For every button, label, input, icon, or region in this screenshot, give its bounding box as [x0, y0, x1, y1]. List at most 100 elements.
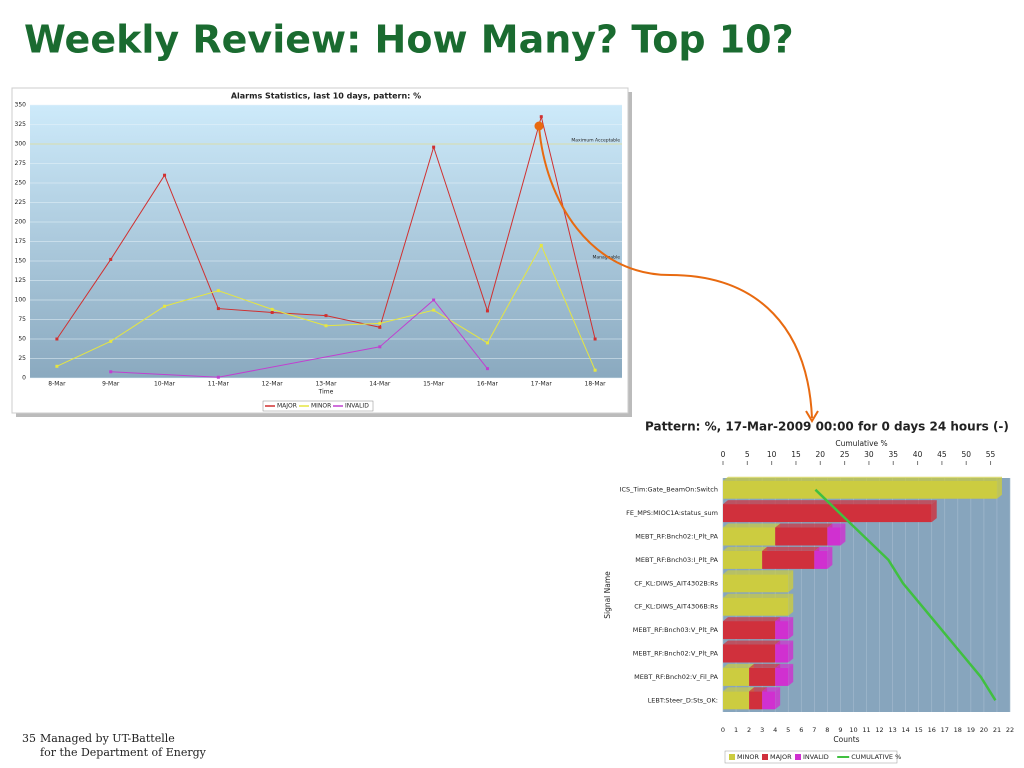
bar-segment: [775, 644, 789, 663]
x2-tick-label: 20: [816, 450, 826, 459]
x-tick-label: 17: [941, 726, 949, 734]
legend-swatch: [729, 754, 735, 760]
chart-title: Pattern: %, 17-Mar-2009 00:00 for 0 days…: [645, 420, 1009, 434]
bar-depth: [723, 570, 794, 575]
point-marker: [163, 173, 167, 177]
x-tick-label: 19: [967, 726, 975, 734]
x-tick-label: 5: [786, 726, 790, 734]
bar-depth: [814, 546, 833, 551]
bar-depth: [723, 476, 1002, 481]
y-tick-label: 275: [15, 160, 27, 167]
x2-tick-label: 40: [913, 450, 923, 459]
y-axis-label: Signal Name: [603, 571, 612, 619]
x2-tick-label: 35: [888, 450, 898, 459]
point-marker: [55, 364, 59, 368]
slide-title: Weekly Review: How Many? Top 10?: [24, 18, 794, 62]
bar-side: [788, 640, 794, 663]
callout-arrow: [538, 125, 813, 419]
point-marker: [539, 243, 543, 247]
y-tick-label: 300: [15, 141, 27, 148]
x2-tick-label: 10: [767, 450, 777, 459]
x-tick-label: 13-Mar: [315, 381, 337, 388]
bar-segment: [762, 691, 776, 710]
legend-label: MINOR: [311, 403, 331, 410]
point-marker: [593, 368, 597, 372]
x2-tick-label: 5: [745, 450, 750, 459]
point-marker: [109, 370, 113, 374]
point-marker: [485, 309, 489, 313]
x-tick-label: 8-Mar: [48, 381, 66, 388]
legend-label: MAJOR: [770, 753, 792, 761]
legend-label: MAJOR: [277, 403, 297, 410]
x-tick-label: 16: [928, 726, 936, 734]
x-tick-label: 10: [849, 726, 857, 734]
x-tick-label: 7: [812, 726, 816, 734]
bar-depth: [775, 617, 794, 622]
bar-depth: [723, 593, 794, 598]
page-number: 35: [22, 732, 36, 745]
bar-depth: [749, 663, 781, 668]
x-tick-label: 10-Mar: [154, 381, 176, 388]
point-marker: [163, 304, 167, 308]
x2-tick-label: 25: [840, 450, 850, 459]
x-tick-label: 1: [734, 726, 738, 734]
x-tick-label: 12-Mar: [262, 381, 284, 388]
legend-swatch: [795, 754, 801, 760]
bar-segment: [723, 644, 776, 663]
bar-side: [788, 663, 794, 686]
bar-depth: [749, 687, 768, 692]
bar-depth: [723, 663, 755, 668]
x-tick-label: 3: [760, 726, 764, 734]
x-axis-label: Counts: [833, 735, 859, 744]
bar-segment: [723, 691, 750, 710]
y-tick-label: CF_KL:DIWS_AIT4302B:Rs: [634, 579, 718, 587]
point-marker: [485, 367, 489, 371]
y-tick-label: 50: [18, 336, 26, 343]
x-tick-label: 6: [799, 726, 803, 734]
point-marker: [216, 289, 220, 293]
y-tick-label: 0: [22, 375, 26, 382]
bar-segment: [723, 597, 789, 616]
point-marker: [216, 307, 220, 311]
point-marker: [216, 375, 220, 379]
bar-segment: [762, 550, 815, 569]
bar-depth: [723, 546, 768, 551]
x-tick-label: 13: [888, 726, 896, 734]
bar-segment: [723, 574, 789, 593]
x-tick-label: 8: [825, 726, 829, 734]
chart-1: Alarms Statistics, last 10 days, pattern…: [15, 92, 622, 412]
y-tick-label: 225: [15, 199, 27, 206]
point-marker: [324, 324, 328, 328]
x-tick-label: 9-Mar: [102, 381, 120, 388]
point-marker: [432, 308, 436, 312]
bar-depth: [827, 523, 846, 528]
y-tick-label: 100: [15, 297, 27, 304]
x2-tick-label: 30: [864, 450, 874, 459]
y-tick-label: 250: [15, 180, 27, 187]
bar-segment: [775, 527, 828, 546]
point-marker: [109, 339, 113, 343]
y-tick-label: 25: [18, 355, 26, 362]
bar-side: [788, 593, 794, 616]
bar-segment: [723, 621, 776, 640]
y-tick-label: MEBT_RF:Bnch02:V_Fil_PA: [634, 673, 718, 681]
x-tick-label: 12: [875, 726, 883, 734]
bar-side: [775, 687, 781, 710]
x-tick-label: 14: [901, 726, 909, 734]
cumulative-line: [814, 488, 997, 701]
legend-label: MINOR: [737, 753, 760, 761]
legend-label: CUMULATIVE %: [851, 753, 901, 761]
bar-segment: [723, 480, 997, 499]
x-tick-label: 17-Mar: [531, 381, 553, 388]
chart-2: Pattern: %, 17-Mar-2009 00:00 for 0 days…: [603, 420, 1014, 764]
y-tick-label: CF_KL:DIWS_AIT4306B:Rs: [634, 603, 718, 611]
point-marker: [432, 145, 436, 149]
bar-depth: [723, 640, 781, 645]
x2-tick-label: 45: [937, 450, 947, 459]
bar-segment: [814, 550, 828, 569]
legend-swatch: [762, 754, 768, 760]
bar-side: [827, 546, 833, 569]
bar-side: [931, 500, 937, 523]
y-tick-label: LEBT:Steer_D:Sts_OK:: [648, 696, 718, 704]
